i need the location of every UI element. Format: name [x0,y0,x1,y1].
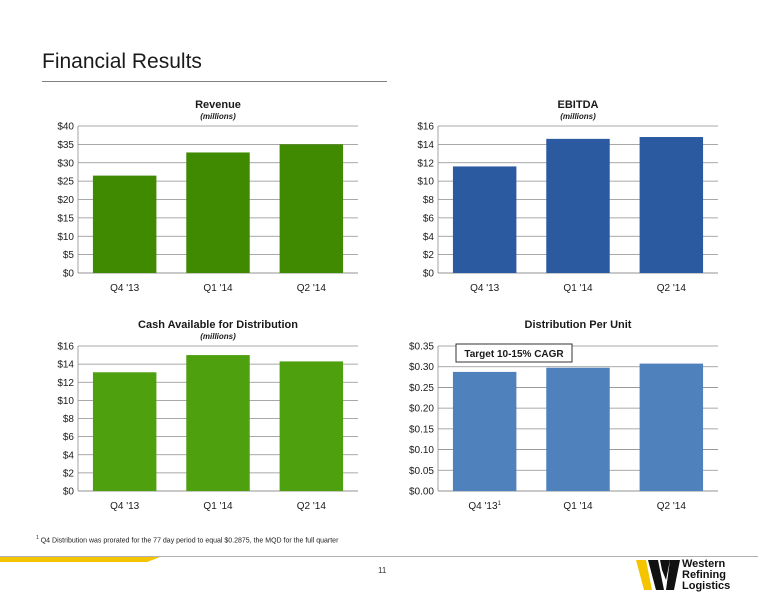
y-tick-label: $14 [57,360,74,371]
y-tick-label: $6 [63,432,75,443]
y-tick-label: $10 [57,396,74,407]
logo-text: Western Refining Logistics [682,559,730,592]
y-tick-label: $6 [423,213,435,224]
revenue-chart: Revenue(millions) $0 $5 $10 $15 $20 $25 $30 $35 $… [57,99,358,294]
y-tick-label: $0.25 [409,383,434,394]
cash-chart: Cash Available for Distribution(millions… [57,319,358,512]
y-tick-label: $12 [57,378,74,389]
logo-line-3: Logistics [682,580,731,592]
x-tick-superscript: 1 [498,501,502,507]
bar [279,361,344,491]
x-tick-label: Q2 '14 [657,501,687,512]
title-divider [42,81,387,82]
bar [546,138,610,273]
y-tick-label: $10 [417,177,434,188]
bar [279,144,344,273]
x-tick-label: Q4 '131 [468,501,501,512]
y-tick-label: $16 [417,122,434,133]
footnote: 1 Q4 Distribution was prorated for the 7… [36,535,338,544]
annotation-box: Target 10-15% CAGR [455,343,573,363]
x-tick-label: Q2 '14 [297,501,327,512]
y-tick-label: $4 [63,450,75,461]
slide-title: Financial Results [42,50,202,73]
y-tick-label: $0 [423,269,435,280]
dpu-chart: Distribution Per Unit $0.00 $0.05 $0.10 $0.1… [409,319,718,512]
y-tick-label: $5 [63,250,75,261]
x-tick-label: Q1 '14 [563,501,593,512]
y-tick-label: $8 [423,195,435,206]
chart-subtitle: (millions) [200,112,236,121]
bar [92,372,157,491]
y-tick-label: $0.05 [409,466,434,477]
y-tick-label: $2 [63,468,75,479]
x-tick-label: Q1 '14 [563,283,593,294]
chart-subtitle: (millions) [560,112,596,121]
x-tick-label: Q4 '13 [470,283,500,294]
chart-title: Distribution Per Unit [525,319,632,331]
company-logo: Western Refining Logistics [636,558,736,594]
footnote-marker: 1 [36,535,39,541]
y-tick-label: $0.35 [409,342,434,353]
x-tick-label: Q4 '13 [110,283,140,294]
y-tick-label: $35 [57,140,74,151]
chart-title: EBITDA [558,99,599,111]
y-tick-label: $12 [417,158,434,169]
footer-accent-stripe [0,557,160,562]
bar [639,363,704,491]
x-tick-label: Q1 '14 [203,283,233,294]
bar [186,152,250,273]
y-tick-label: $0 [63,269,75,280]
y-tick-label: $0.00 [409,487,434,498]
logo-line-1: Western [682,558,726,570]
y-tick-label: $15 [57,213,74,224]
y-tick-label: $0.15 [409,424,434,435]
y-tick-label: $4 [423,232,435,243]
y-tick-label: $0 [63,487,75,498]
y-tick-label: $20 [57,195,74,206]
y-tick-label: $8 [63,414,75,425]
logo-line-2: Refining [682,569,726,581]
y-tick-label: $10 [57,232,74,243]
logo-w-mark-icon [636,560,680,590]
bar [452,371,517,491]
bar [452,166,517,273]
chart-title: Revenue [195,99,241,111]
bar [639,137,704,273]
chart-subtitle: (millions) [200,332,236,341]
y-tick-label: $16 [57,342,74,353]
bar [92,175,157,273]
y-tick-label: $40 [57,122,74,133]
x-tick-label: Q1 '14 [203,501,233,512]
x-tick-label: Q2 '14 [297,283,327,294]
x-tick-label: Q2 '14 [657,283,687,294]
footnote-text: Q4 Distribution was prorated for the 77 … [40,537,339,545]
page-number: 11 [378,566,387,575]
y-tick-label: $2 [423,250,435,261]
y-tick-label: $0.30 [409,362,434,373]
bar [186,355,250,491]
annotation-text: Target 10-15% CAGR [464,349,564,360]
ebitda-chart: EBITDA(millions) $0 $2 $4 $6 $8 $10 $12 $14 $16 Q4… [417,99,718,294]
chart-title: Cash Available for Distribution [138,319,298,331]
x-tick-label: Q4 '13 [110,501,140,512]
y-tick-label: $0.20 [409,404,434,415]
bar [546,367,610,491]
y-tick-label: $25 [57,177,74,188]
footer-divider [0,556,758,557]
y-tick-label: $14 [417,140,434,151]
y-tick-label: $0.10 [409,445,434,456]
y-tick-label: $30 [57,158,74,169]
